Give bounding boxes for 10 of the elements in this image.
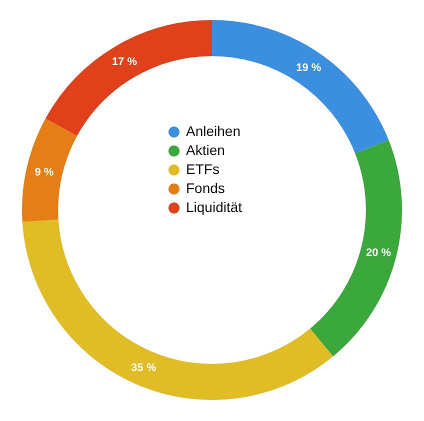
- legend-label: Anleihen: [186, 122, 240, 139]
- data-label: 35 %: [131, 362, 156, 374]
- legend-label: Fonds: [186, 180, 225, 196]
- legend-label: Liquidität: [186, 198, 242, 215]
- data-label: 9 %: [34, 166, 54, 179]
- legend-label: Aktien: [186, 142, 225, 158]
- legend-label: ETFs: [186, 160, 220, 177]
- data-label: 19 %: [296, 62, 322, 74]
- data-label: 20 %: [366, 246, 392, 259]
- data-label: 17 %: [112, 56, 138, 68]
